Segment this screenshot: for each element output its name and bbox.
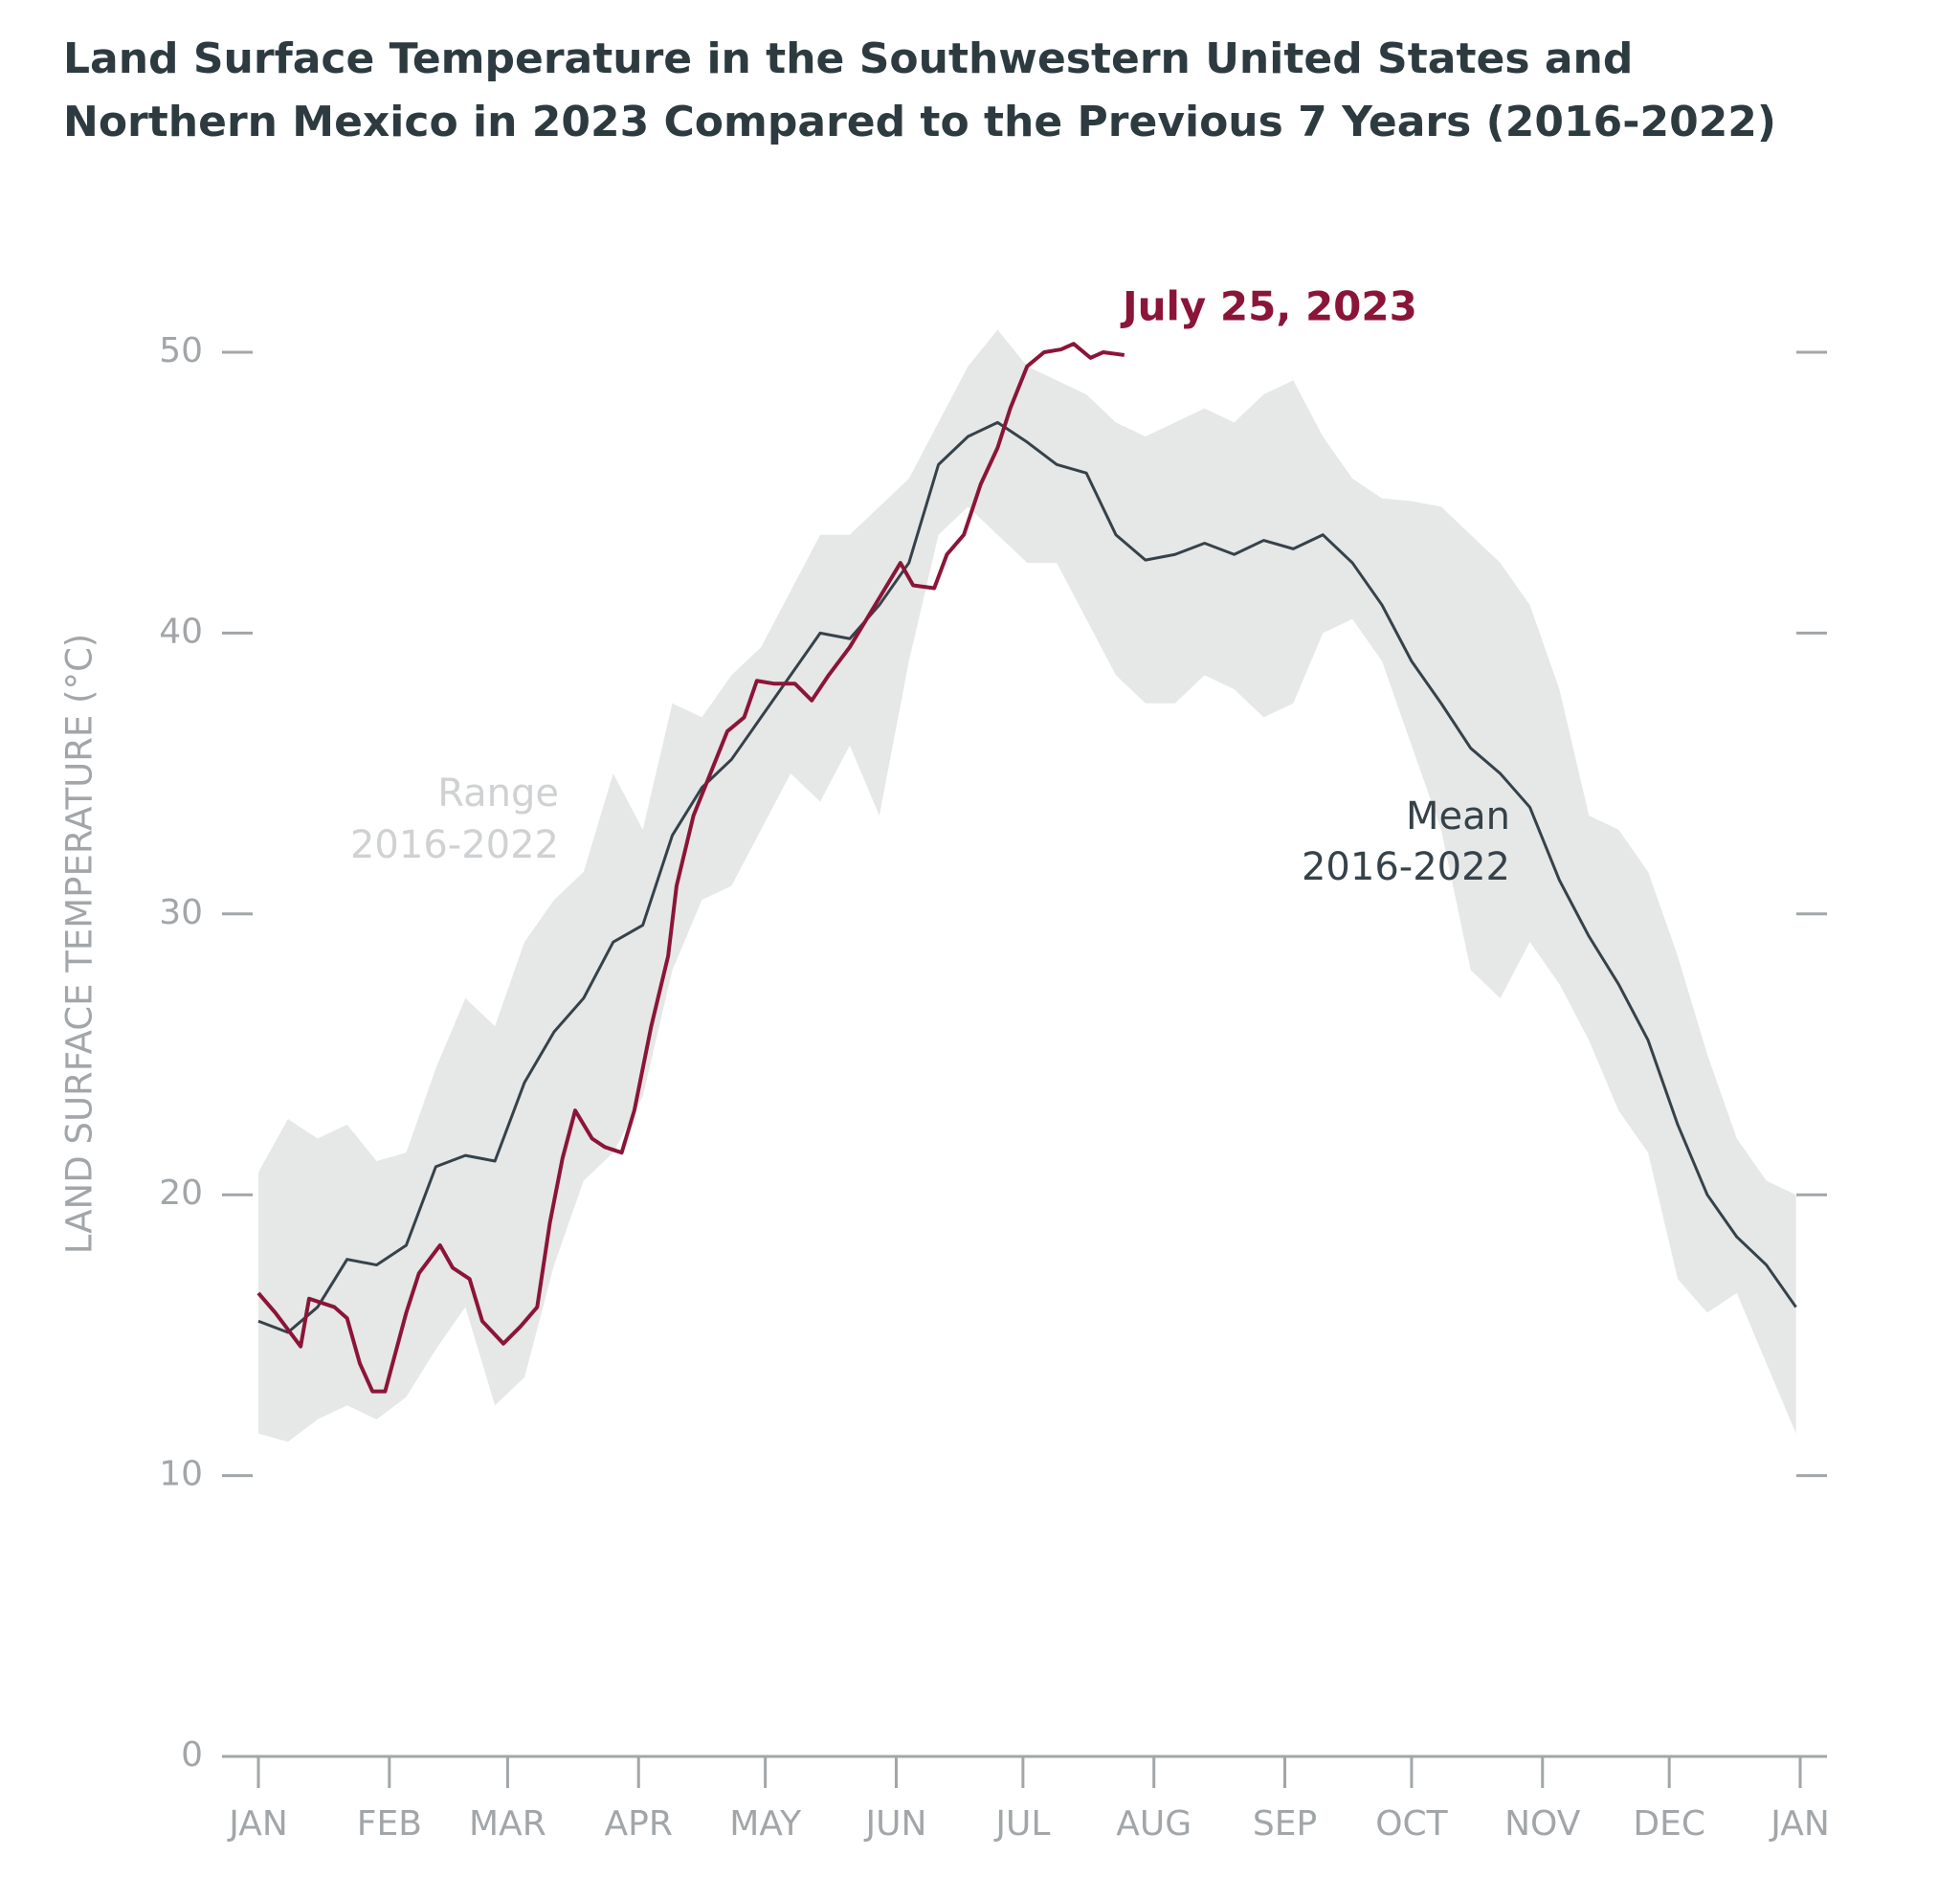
x-tick-label: JUN [864,1804,927,1844]
range-label: Range [437,771,559,816]
mean-label: Mean [1406,794,1510,838]
y-tick-label: 0 [181,1735,203,1775]
mean-label: 2016-2022 [1302,845,1510,889]
x-tick-label: JUL [993,1804,1050,1844]
y-tick-label: 50 [159,331,203,370]
x-tick-label: DEC [1633,1804,1705,1844]
x-tick-label: FEB [357,1804,422,1844]
x-tick-label: SEP [1253,1804,1317,1844]
series-line [256,342,1125,1394]
chart-title: Land Surface Temperature in the Southwes… [63,34,1633,83]
y-axis-label: LAND SURFACE TEMPERATURE (°C) [59,634,100,1254]
x-tick-label: NOV [1504,1804,1581,1844]
range-band [258,329,1796,1442]
x-tick-label: AUG [1116,1804,1192,1844]
x-tick-label: JAN [227,1804,288,1844]
x-tick-label: APR [605,1804,673,1844]
series-line [257,420,1797,1334]
x-tick-label: OCT [1375,1804,1448,1844]
series-label: July 25, 2023 [1120,283,1417,330]
y-tick-label: 40 [159,612,203,651]
y-tick-label: 20 [159,1174,203,1213]
x-tick-label: MAR [469,1804,546,1844]
x-tick-label: JAN [1769,1804,1830,1844]
y-tick-label: 30 [159,893,203,932]
y-tick-label: 10 [159,1455,203,1494]
chart-title: Northern Mexico in 2023 Compared to the … [63,98,1776,146]
range-label: 2016-2022 [350,823,559,867]
x-tick-label: MAY [729,1804,802,1844]
